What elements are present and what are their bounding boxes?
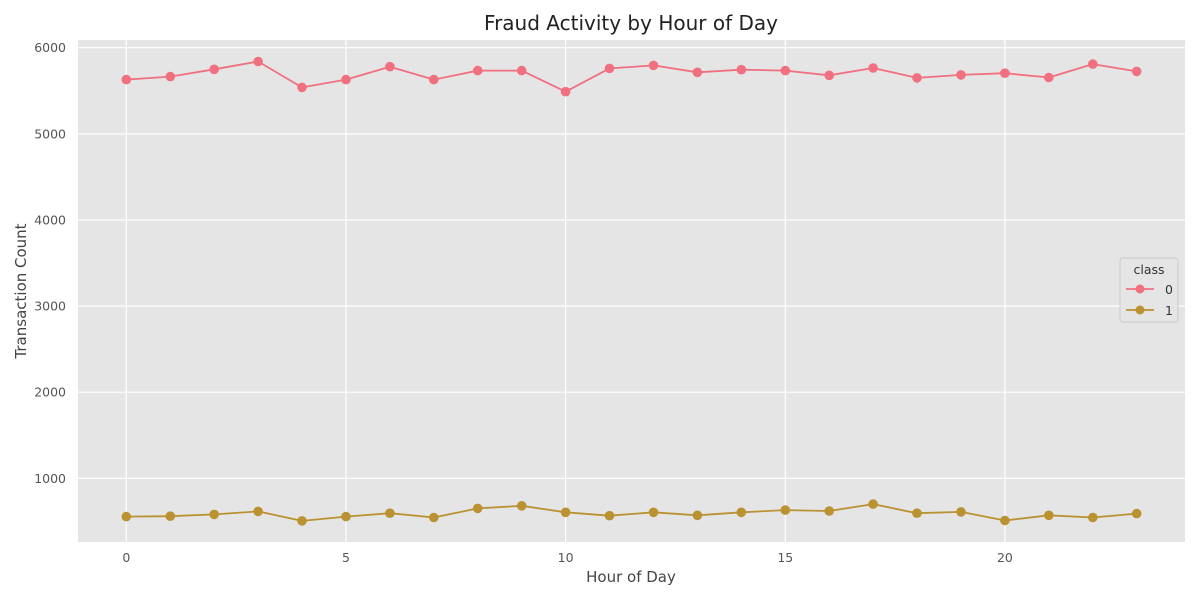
data-point-class-1 bbox=[956, 507, 966, 517]
data-point-class-0 bbox=[516, 65, 527, 76]
data-point-class-1 bbox=[604, 510, 615, 521]
data-point-class-0 bbox=[253, 56, 263, 67]
x-tick-label: 15 bbox=[777, 550, 793, 565]
legend-box bbox=[1119, 257, 1179, 323]
data-point-class-0 bbox=[297, 82, 307, 93]
data-point-class-0 bbox=[1044, 72, 1054, 83]
data-point-class-1 bbox=[1000, 515, 1010, 526]
data-point-class-1 bbox=[121, 511, 132, 522]
data-point-class-0 bbox=[868, 63, 878, 73]
data-point-class-1 bbox=[516, 501, 527, 511]
data-point-class-1 bbox=[472, 503, 483, 514]
data-point-class-0 bbox=[165, 71, 176, 82]
data-point-class-0 bbox=[472, 65, 483, 76]
data-point-class-1 bbox=[297, 516, 307, 526]
y-tick-label: 3000 bbox=[34, 299, 66, 314]
data-point-class-0 bbox=[560, 86, 571, 97]
x-tick-label: 10 bbox=[558, 550, 574, 565]
x-tick-label: 5 bbox=[342, 550, 350, 565]
y-axis-label: Transaction Count bbox=[12, 223, 30, 359]
series-line-class-0 bbox=[126, 60, 1137, 93]
data-point-class-0 bbox=[780, 65, 791, 76]
y-tick-label: 2000 bbox=[34, 385, 66, 400]
data-point-class-0 bbox=[429, 74, 439, 85]
data-point-class-0 bbox=[121, 74, 132, 85]
data-point-class-1 bbox=[1044, 510, 1054, 521]
data-point-class-1 bbox=[1088, 512, 1098, 523]
y-tick-label: 6000 bbox=[34, 40, 66, 55]
data-point-class-1 bbox=[912, 508, 922, 518]
legend-marker-class-0 bbox=[1135, 284, 1145, 294]
data-point-class-0 bbox=[912, 73, 922, 83]
legend-marker-class-1 bbox=[1135, 305, 1145, 315]
legend: class 0 1 bbox=[1119, 257, 1179, 323]
data-point-class-1 bbox=[209, 509, 219, 520]
data-point-class-1 bbox=[736, 507, 747, 518]
data-point-class-1 bbox=[1131, 508, 1142, 519]
x-tick-label: 0 bbox=[122, 550, 130, 565]
data-point-class-1 bbox=[868, 499, 878, 509]
data-point-class-1 bbox=[780, 505, 791, 515]
data-point-class-1 bbox=[429, 512, 439, 523]
y-tick-label: 5000 bbox=[34, 126, 66, 141]
tick-labels: 0 5 10 15 20 1000 2000 3000 4000 5000 6000 bbox=[34, 40, 1013, 565]
data-point-class-0 bbox=[1131, 66, 1142, 77]
data-point-class-1 bbox=[385, 508, 395, 518]
series-line-class-1 bbox=[126, 503, 1137, 522]
data-point-class-1 bbox=[560, 507, 571, 518]
data-point-class-0 bbox=[209, 64, 219, 75]
data-point-class-0 bbox=[736, 64, 747, 75]
y-tick-label: 1000 bbox=[34, 471, 66, 486]
legend-label-class-1: 1 bbox=[1165, 303, 1173, 318]
data-point-class-1 bbox=[692, 510, 703, 521]
series-layer bbox=[121, 56, 1142, 526]
data-point-class-0 bbox=[1000, 68, 1010, 78]
chart-title: Fraud Activity by Hour of Day bbox=[484, 11, 778, 35]
data-point-class-0 bbox=[341, 74, 351, 85]
x-tick-label: 20 bbox=[997, 550, 1013, 565]
y-tick-label: 4000 bbox=[34, 213, 66, 228]
data-point-class-0 bbox=[604, 63, 615, 74]
x-axis-label: Hour of Day bbox=[586, 568, 676, 586]
legend-label-class-0: 0 bbox=[1165, 282, 1173, 297]
data-point-class-0 bbox=[1088, 59, 1098, 69]
data-point-class-1 bbox=[165, 511, 176, 521]
data-point-class-0 bbox=[824, 70, 834, 81]
data-point-class-1 bbox=[253, 506, 263, 517]
data-point-class-1 bbox=[648, 507, 659, 518]
data-point-class-0 bbox=[692, 67, 703, 78]
data-point-class-1 bbox=[824, 506, 834, 516]
data-point-class-0 bbox=[956, 70, 966, 80]
data-point-class-0 bbox=[385, 61, 395, 72]
grid bbox=[78, 40, 1185, 542]
legend-title: class bbox=[1133, 262, 1164, 277]
plot-background bbox=[78, 40, 1185, 542]
data-point-class-0 bbox=[648, 60, 659, 71]
data-point-class-1 bbox=[341, 511, 351, 522]
